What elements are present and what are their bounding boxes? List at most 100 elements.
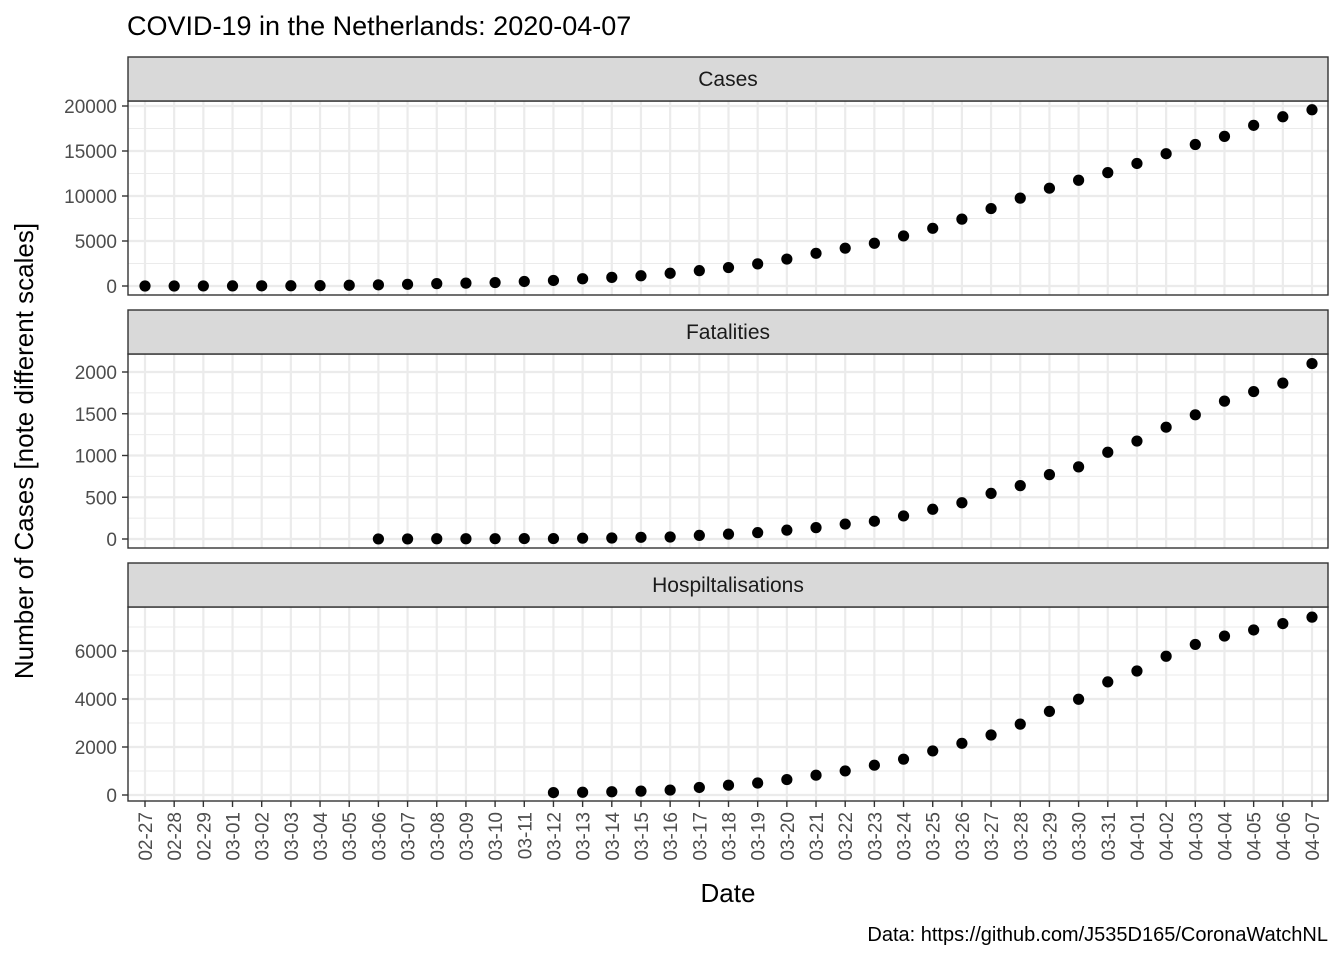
data-point [839, 765, 851, 777]
panel-fatalities: Fatalities 0 500 1000 1500 2000 [75, 309, 1329, 551]
data-point [1160, 421, 1172, 433]
data-point [722, 528, 735, 540]
x-tick-label: 03-06 [369, 812, 390, 861]
data-point [810, 522, 822, 534]
y-tick-label: 6000 [75, 642, 117, 663]
y-tick-label: 2000 [75, 363, 117, 384]
data-point [547, 274, 560, 287]
x-tick-label: 03-16 [661, 812, 682, 861]
x-tick-label: 04-02 [1157, 812, 1178, 861]
data-point [868, 515, 880, 527]
x-tick-label: 03-22 [836, 812, 857, 861]
data-point [489, 533, 501, 545]
x-tick-label: 03-17 [690, 812, 711, 861]
data-point [372, 279, 384, 291]
data-point [1102, 446, 1114, 458]
y-tick-label: 10000 [64, 187, 117, 208]
data-point [518, 532, 530, 545]
facet-strip-label: Fatalities [686, 321, 770, 344]
data-point [1043, 182, 1056, 194]
x-tick-label: 04-01 [1128, 812, 1149, 861]
panel-cases: Cases 0 5000 10000 15000 20000 [64, 56, 1329, 298]
x-tick-label: 04-05 [1245, 812, 1266, 861]
data-point [1248, 385, 1260, 398]
data-point [1102, 676, 1114, 688]
x-tick-label: 03-12 [544, 812, 565, 861]
facet-strip [127, 562, 1329, 608]
data-point [606, 532, 618, 544]
data-point [401, 533, 414, 545]
x-tick-label: 03-25 [924, 812, 945, 861]
data-point [956, 737, 968, 749]
y-tick-label: 1000 [75, 447, 117, 468]
x-tick-label: 03-30 [1070, 812, 1091, 861]
data-point [1189, 638, 1201, 651]
x-axis-title: Date [701, 878, 756, 908]
gridlines [128, 101, 1328, 295]
x-tick-label: 03-02 [253, 812, 274, 861]
y-axis-cases: 0 5000 10000 15000 20000 [64, 97, 128, 298]
data-point [547, 532, 560, 545]
y-axis-title: Number of Cases [note different scales] [9, 223, 39, 679]
data-point [752, 777, 764, 789]
data-point [1277, 377, 1289, 389]
y-tick-label: 4000 [75, 690, 117, 711]
x-tick-label: 03-21 [807, 812, 828, 861]
data-point [518, 275, 530, 288]
x-tick-label: 03-01 [224, 812, 245, 861]
data-point [985, 202, 997, 215]
gridlines [128, 607, 1328, 801]
data-point [1248, 624, 1260, 636]
x-tick-label: 03-29 [1040, 812, 1061, 861]
data-point [1014, 718, 1026, 730]
x-tick-label: 03-09 [457, 812, 478, 861]
data-point [1277, 111, 1289, 123]
x-tick-label: 03-23 [865, 812, 886, 861]
data-point [752, 527, 764, 539]
data-point [722, 261, 735, 274]
x-tick-label: 03-07 [399, 812, 420, 861]
x-tick-label: 03-05 [340, 812, 361, 861]
data-point [1014, 480, 1026, 492]
data-point [956, 497, 968, 509]
data-point [606, 271, 618, 283]
x-tick-label: 03-03 [282, 812, 303, 861]
data-point [1218, 630, 1231, 642]
data-point [431, 533, 443, 545]
data-point [1306, 611, 1318, 623]
data-point [577, 786, 589, 798]
y-tick-label: 0 [106, 277, 117, 298]
caption: Data: https://github.com/J535D165/Corona… [867, 924, 1328, 946]
facet-strip [127, 309, 1329, 355]
data-point [285, 280, 297, 292]
y-tick-label: 15000 [64, 142, 117, 163]
data-point [197, 280, 209, 292]
x-tick-label: 04-06 [1274, 812, 1295, 861]
x-tick-label: 02-29 [194, 812, 215, 861]
data-point [256, 280, 268, 292]
y-tick-label: 0 [106, 786, 117, 807]
facet-strip [127, 56, 1329, 102]
data-point [635, 531, 647, 543]
facet-strip-label: Hospiltalisations [652, 574, 804, 597]
x-tick-label: 02-28 [165, 812, 186, 861]
x-tick-label: 03-26 [953, 812, 974, 861]
data-point [1248, 119, 1260, 131]
data-point [1073, 174, 1085, 186]
data-point [868, 237, 880, 249]
data-point [1073, 693, 1085, 705]
data-point [1043, 469, 1056, 481]
data-point [693, 265, 705, 277]
x-tick-label: 04-07 [1303, 812, 1324, 861]
data-point [1131, 665, 1143, 677]
data-point [489, 276, 501, 289]
y-tick-label: 0 [106, 530, 117, 551]
data-point [839, 518, 851, 530]
data-point [460, 277, 472, 289]
x-axis: 02-27 02-28 02-29 03-01 03-02 03-03 03-04 03-05… [136, 801, 1324, 861]
data-point [722, 779, 735, 791]
data-point [372, 533, 384, 545]
x-tick-label: 03-27 [982, 812, 1003, 861]
data-point [168, 280, 180, 292]
series-fatalities [372, 357, 1318, 545]
